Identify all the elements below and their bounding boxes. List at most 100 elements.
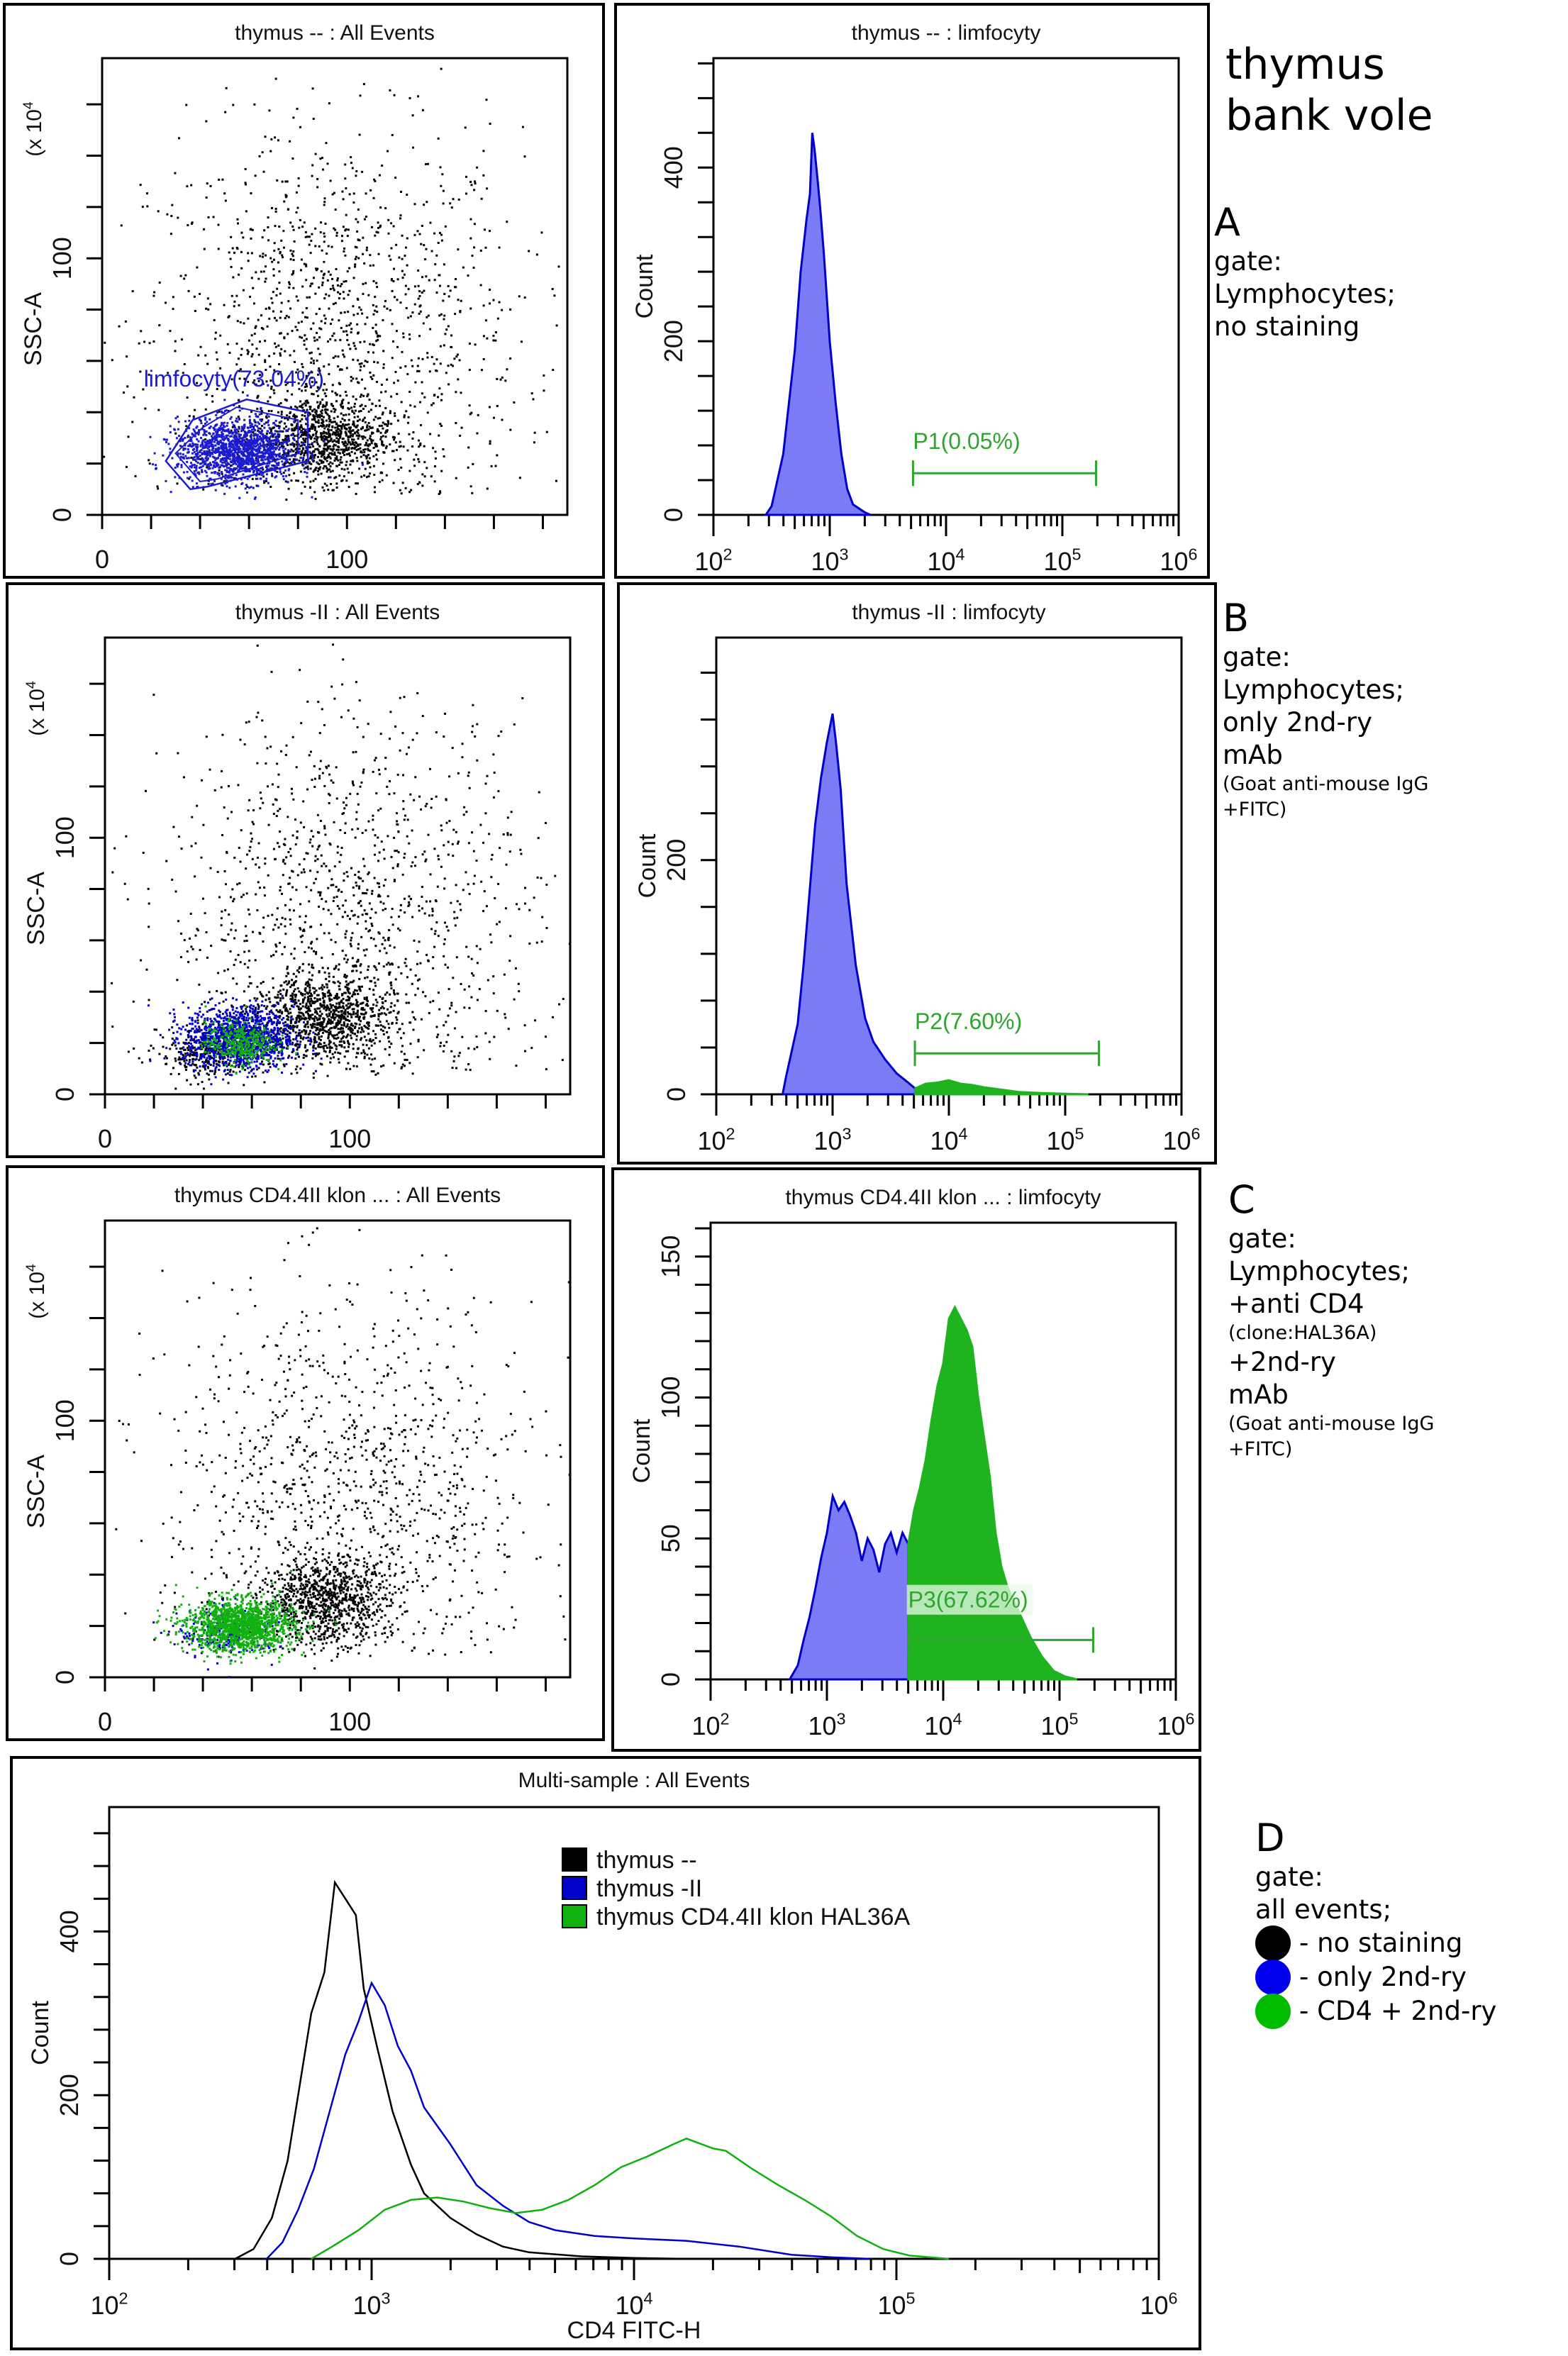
data-point	[360, 455, 362, 458]
data-point	[230, 928, 233, 931]
data-point	[284, 469, 287, 472]
data-point	[377, 231, 379, 234]
data-point	[402, 445, 405, 448]
data-point	[419, 310, 422, 313]
data-point	[231, 421, 234, 424]
data-point	[270, 410, 273, 413]
data-point	[457, 299, 460, 301]
data-point	[293, 360, 296, 363]
data-point	[265, 254, 267, 257]
data-point	[264, 435, 267, 438]
data-point	[435, 731, 438, 734]
data-point	[262, 472, 265, 475]
data-point	[299, 928, 302, 931]
data-point	[272, 803, 274, 806]
data-point	[248, 455, 251, 457]
data-point	[311, 453, 313, 456]
data-point	[195, 455, 198, 457]
data-point	[312, 322, 315, 325]
data-point	[229, 450, 232, 453]
data-point	[216, 449, 219, 452]
data-point	[389, 309, 391, 311]
data-point	[195, 465, 198, 467]
data-point	[342, 291, 345, 294]
data-point	[423, 244, 426, 247]
data-point	[196, 382, 199, 384]
data-point	[369, 450, 372, 452]
data-point	[165, 860, 168, 862]
data-point	[284, 918, 287, 921]
data-point	[301, 481, 304, 484]
data-point	[245, 444, 248, 447]
data-point	[387, 962, 390, 965]
data-point	[519, 848, 522, 851]
data-point	[302, 868, 305, 871]
data-point	[265, 307, 267, 310]
data-point	[377, 931, 380, 934]
data-point	[214, 331, 217, 334]
data-point	[514, 967, 517, 969]
data-point	[193, 470, 196, 473]
data-point	[437, 396, 440, 399]
data-point	[304, 417, 307, 420]
data-point	[312, 460, 315, 463]
data-point	[293, 443, 296, 445]
data-point	[355, 681, 357, 684]
data-point	[443, 943, 445, 945]
data-point	[328, 1051, 331, 1054]
data-point	[303, 928, 306, 931]
data-point	[269, 745, 272, 748]
panel-a-scatter: thymus -- : All Events01000100FSC-ASSC-A…	[3, 3, 605, 579]
data-point	[381, 943, 384, 945]
data-point	[305, 462, 308, 465]
data-point	[246, 853, 249, 856]
data-point	[232, 447, 235, 450]
data-point	[318, 367, 321, 370]
data-point	[252, 471, 255, 474]
data-point	[262, 452, 265, 455]
data-point	[321, 168, 324, 171]
data-point	[288, 467, 291, 470]
data-point	[313, 450, 316, 452]
data-point	[357, 803, 360, 806]
data-point	[304, 316, 307, 318]
data-point	[494, 339, 497, 342]
data-point	[328, 463, 330, 466]
data-point	[461, 743, 464, 745]
data-point	[390, 855, 393, 858]
data-point	[298, 388, 301, 391]
data-point	[287, 454, 289, 457]
data-point	[204, 452, 206, 455]
data-point	[158, 324, 161, 327]
data-point	[263, 423, 266, 426]
x-tick-label: 0	[95, 545, 109, 574]
data-point	[206, 956, 208, 959]
data-point	[333, 459, 336, 462]
data-point	[219, 439, 222, 442]
data-point	[302, 409, 305, 412]
data-point	[276, 464, 279, 467]
data-point	[285, 314, 288, 317]
data-point	[252, 465, 255, 468]
data-point	[299, 935, 302, 938]
data-point	[126, 355, 128, 358]
data-point	[457, 378, 460, 381]
data-point	[201, 458, 204, 461]
data-point	[289, 140, 291, 143]
data-point	[413, 799, 416, 801]
data-point	[408, 1001, 411, 1004]
data-point	[265, 762, 267, 765]
data-point	[388, 1040, 391, 1043]
data-point	[260, 424, 263, 427]
data-point	[290, 1015, 293, 1018]
data-point	[252, 462, 255, 465]
data-point	[397, 433, 400, 435]
data-point	[320, 460, 323, 462]
data-point	[311, 425, 313, 428]
data-point	[350, 936, 353, 939]
data-point	[371, 889, 374, 892]
data-point	[284, 435, 287, 438]
data-point	[355, 1015, 357, 1018]
data-point	[216, 870, 219, 873]
data-point	[318, 286, 321, 289]
